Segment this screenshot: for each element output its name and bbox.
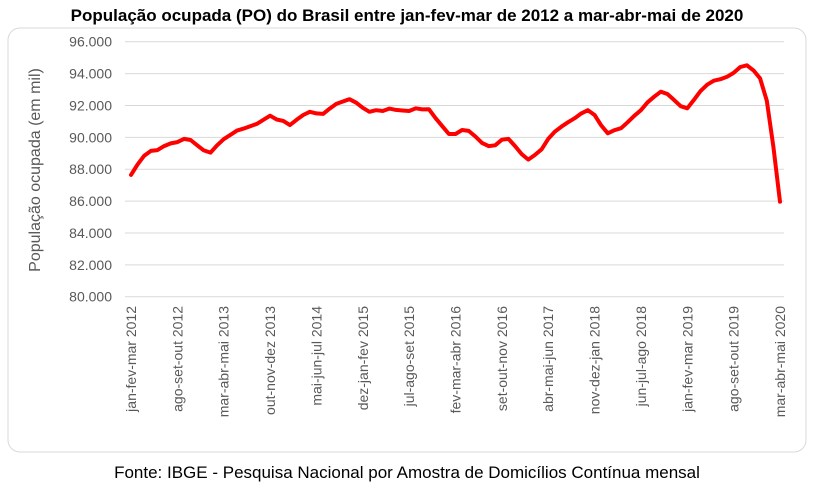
x-axis-ticks: jan-fev-mar 2012 ago-set-out 2012 mar-abr-… — [123, 306, 788, 417]
y-tick-label: 92.000 — [69, 97, 112, 113]
x-tick-label: ago-set-out 2019 — [726, 306, 742, 412]
y-tick-label: 82.000 — [69, 257, 112, 273]
y-axis-label: População ocupada (em mil) — [27, 68, 44, 272]
x-tick-label: dez-jan-fev 2015 — [355, 306, 371, 411]
x-tick-label: jun-jul-ago 2018 — [633, 306, 649, 408]
gridlines — [125, 41, 784, 298]
series-line-populacao-ocupada — [129, 63, 782, 204]
y-tick-label: 94.000 — [69, 66, 112, 82]
x-tick-label: mar-abr-mai 2020 — [772, 306, 788, 417]
chart-title: População ocupada (PO) do Brasil entre j… — [71, 6, 744, 25]
x-tick-label: out-nov-dez 2013 — [262, 306, 278, 415]
y-axis-ticks: 80.000 82.000 84.000 86.000 88.000 90.000 92.0… — [69, 34, 112, 305]
y-tick-label: 86.000 — [69, 193, 112, 209]
y-tick-label: 88.000 — [69, 161, 112, 177]
y-tick-label: 80.000 — [69, 289, 112, 305]
source-footer: Fonte: IBGE - Pesquisa Nacional por Amos… — [114, 463, 700, 482]
y-tick-label: 84.000 — [69, 225, 112, 241]
x-tick-label: mai-jun-jul 2014 — [308, 306, 324, 406]
x-tick-label: abr-mai-jun 2017 — [540, 306, 556, 412]
x-tick-label: ago-set-out 2012 — [169, 306, 185, 412]
x-tick-label: jul-ago-set 2015 — [401, 306, 417, 408]
x-tick-label: fev-mar-abr 2016 — [448, 306, 464, 414]
x-tick-label: nov-dez-jan 2018 — [587, 306, 603, 414]
y-tick-label: 96.000 — [69, 34, 112, 50]
x-tick-label: jan-fev-mar 2012 — [123, 306, 139, 413]
x-tick-label: set-out-nov 2016 — [494, 306, 510, 411]
x-tick-label: mar-abr-mai 2013 — [216, 306, 232, 417]
y-tick-label: 90.000 — [69, 129, 112, 145]
x-tick-label: jan-fev-mar 2019 — [679, 306, 695, 413]
